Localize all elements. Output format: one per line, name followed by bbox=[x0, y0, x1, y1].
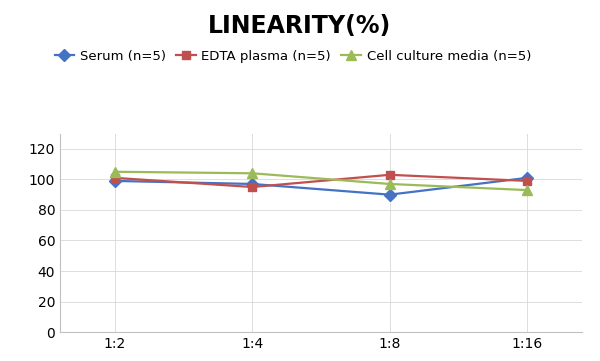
Text: LINEARITY(%): LINEARITY(%) bbox=[208, 14, 392, 38]
EDTA plasma (n=5) bbox=[523, 179, 530, 183]
Serum (n=5) bbox=[386, 192, 393, 197]
Legend: Serum (n=5), EDTA plasma (n=5), Cell culture media (n=5): Serum (n=5), EDTA plasma (n=5), Cell cul… bbox=[55, 50, 531, 63]
EDTA plasma (n=5) bbox=[386, 173, 393, 177]
Serum (n=5) bbox=[249, 182, 256, 186]
EDTA plasma (n=5) bbox=[249, 185, 256, 189]
Line: Cell culture media (n=5): Cell culture media (n=5) bbox=[110, 167, 532, 195]
Line: Serum (n=5): Serum (n=5) bbox=[111, 174, 531, 199]
Serum (n=5) bbox=[523, 176, 530, 180]
Cell culture media (n=5) bbox=[523, 188, 530, 192]
Line: EDTA plasma (n=5): EDTA plasma (n=5) bbox=[111, 171, 531, 191]
EDTA plasma (n=5) bbox=[112, 176, 119, 180]
Serum (n=5) bbox=[112, 179, 119, 183]
Cell culture media (n=5) bbox=[249, 171, 256, 175]
Cell culture media (n=5) bbox=[112, 170, 119, 174]
Cell culture media (n=5) bbox=[386, 182, 393, 186]
